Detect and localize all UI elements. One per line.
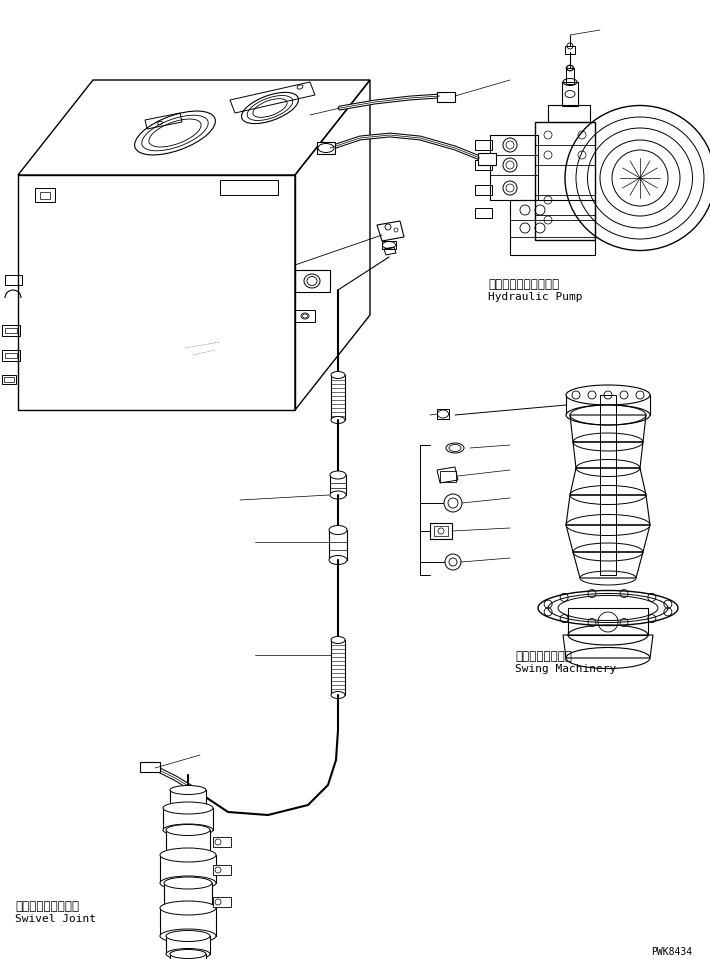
Ellipse shape (170, 785, 206, 794)
Bar (475, 140, 492, 150)
Bar (35, 188, 55, 202)
Bar (382, 241, 396, 249)
Ellipse shape (163, 802, 213, 814)
Bar (295, 310, 315, 322)
Bar (437, 92, 455, 102)
Bar (163, 808, 213, 830)
Text: スイベルジョイント: スイベルジョイント (15, 900, 79, 913)
Text: Hydraulic Pump: Hydraulic Pump (488, 292, 582, 302)
Bar (475, 185, 492, 195)
Bar (160, 908, 216, 936)
Ellipse shape (330, 491, 346, 499)
Ellipse shape (160, 901, 216, 915)
Ellipse shape (166, 850, 210, 860)
Bar (213, 865, 231, 875)
Bar (40, 192, 50, 199)
Bar (170, 790, 206, 808)
Bar (566, 68, 574, 84)
Text: ハイドロリックポンプ: ハイドロリックポンプ (488, 278, 559, 291)
Bar (331, 375, 345, 420)
Ellipse shape (164, 902, 212, 914)
Bar (2, 350, 20, 361)
Bar (430, 523, 452, 539)
Bar (5, 353, 17, 358)
Ellipse shape (160, 848, 216, 862)
Bar (434, 526, 448, 536)
Ellipse shape (329, 526, 347, 534)
Bar (164, 883, 212, 908)
Bar (166, 936, 210, 954)
Bar (329, 530, 347, 560)
Ellipse shape (166, 930, 210, 942)
Ellipse shape (166, 825, 210, 835)
Bar (565, 46, 575, 54)
Bar (562, 82, 578, 106)
Bar (331, 640, 345, 695)
Ellipse shape (329, 555, 347, 565)
Ellipse shape (331, 691, 345, 698)
Ellipse shape (566, 385, 650, 405)
Bar (213, 897, 231, 907)
Text: PWK8434: PWK8434 (651, 947, 692, 957)
Bar (213, 837, 231, 847)
Bar (2, 325, 20, 336)
Text: Swivel Joint: Swivel Joint (15, 914, 96, 924)
Text: スイングマシナリ: スイングマシナリ (515, 650, 572, 663)
Polygon shape (437, 467, 458, 483)
Bar (600, 395, 616, 575)
Bar (437, 409, 449, 419)
Ellipse shape (331, 637, 345, 643)
Ellipse shape (170, 804, 206, 812)
Bar (160, 855, 216, 883)
Ellipse shape (160, 876, 216, 890)
Ellipse shape (163, 824, 213, 836)
Ellipse shape (446, 443, 464, 453)
Ellipse shape (164, 877, 212, 889)
Ellipse shape (318, 144, 334, 152)
Bar (475, 160, 492, 170)
Ellipse shape (170, 949, 206, 958)
Ellipse shape (331, 416, 345, 424)
Ellipse shape (330, 471, 346, 479)
Ellipse shape (166, 948, 210, 959)
Ellipse shape (331, 371, 345, 379)
Bar (166, 830, 210, 855)
Text: Swing Machinery: Swing Machinery (515, 664, 616, 674)
Bar (317, 142, 335, 154)
Ellipse shape (160, 929, 216, 943)
Circle shape (445, 554, 461, 570)
Bar (475, 208, 492, 218)
Bar (330, 475, 346, 495)
Bar (140, 762, 160, 772)
Ellipse shape (566, 405, 650, 425)
Circle shape (444, 494, 462, 512)
Ellipse shape (538, 591, 678, 625)
Bar (4, 377, 14, 382)
Bar (170, 954, 206, 959)
Bar (2, 375, 16, 384)
Bar (295, 270, 330, 292)
Bar (478, 153, 496, 165)
Bar (440, 471, 456, 482)
Bar (5, 328, 17, 333)
